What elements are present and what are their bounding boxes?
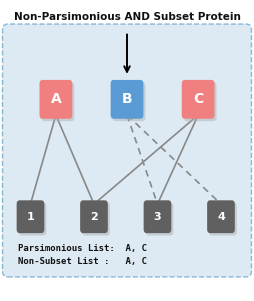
Text: Non-Parsimonious AND Subset Protein: Non-Parsimonious AND Subset Protein [13, 11, 241, 22]
FancyBboxPatch shape [19, 203, 46, 235]
FancyBboxPatch shape [113, 82, 145, 121]
Text: 3: 3 [154, 212, 161, 222]
FancyBboxPatch shape [40, 80, 72, 119]
FancyBboxPatch shape [144, 200, 171, 233]
Text: 1: 1 [27, 212, 34, 222]
Text: C: C [193, 92, 203, 106]
FancyBboxPatch shape [184, 82, 216, 121]
FancyBboxPatch shape [82, 203, 110, 235]
Text: Non-Subset List :   A, C: Non-Subset List : A, C [18, 257, 147, 266]
FancyBboxPatch shape [80, 200, 108, 233]
FancyBboxPatch shape [209, 203, 237, 235]
Text: A: A [51, 92, 61, 106]
FancyBboxPatch shape [42, 82, 74, 121]
FancyBboxPatch shape [17, 200, 44, 233]
FancyBboxPatch shape [146, 203, 173, 235]
Text: Parsimonious List:  A, C: Parsimonious List: A, C [18, 244, 147, 253]
FancyBboxPatch shape [3, 24, 251, 277]
Text: B: B [122, 92, 132, 106]
FancyBboxPatch shape [111, 80, 143, 119]
Text: 4: 4 [217, 212, 225, 222]
Text: 2: 2 [90, 212, 98, 222]
FancyBboxPatch shape [207, 200, 235, 233]
FancyBboxPatch shape [182, 80, 214, 119]
